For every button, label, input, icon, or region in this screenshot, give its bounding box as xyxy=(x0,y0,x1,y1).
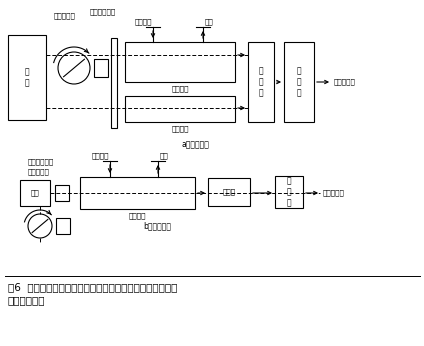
Text: b）単光束形: b）単光束形 xyxy=(143,221,171,230)
Text: 光源: 光源 xyxy=(31,190,39,196)
Text: 測光部: 測光部 xyxy=(223,189,236,195)
Text: 光
源: 光 源 xyxy=(25,68,29,87)
Bar xyxy=(8,35,46,120)
Bar xyxy=(111,38,117,128)
Bar xyxy=(55,185,69,201)
Bar xyxy=(94,59,108,77)
Text: 光学フィルタ: 光学フィルタ xyxy=(90,8,116,15)
Bar xyxy=(125,42,235,82)
Text: 試料セル: 試料セル xyxy=(171,85,189,92)
Text: 増
幅
器: 増 幅 器 xyxy=(297,66,301,98)
Text: 指示記録計: 指示記録計 xyxy=(323,190,345,196)
Text: a）複光束形: a）複光束形 xyxy=(181,140,209,149)
Text: 図6  非分散形赤外線吸収法による大気中二酸化硫黄計測器: 図6 非分散形赤外線吸収法による大気中二酸化硫黄計測器 xyxy=(8,282,177,292)
Bar xyxy=(248,42,274,122)
Text: 試料ガス: 試料ガス xyxy=(92,152,109,159)
Text: 試料ガス: 試料ガス xyxy=(134,18,152,25)
Text: 排出: 排出 xyxy=(205,18,214,25)
Text: 比較セル: 比較セル xyxy=(171,125,189,131)
Text: 回転セクタ: 回転セクタ xyxy=(28,168,50,175)
Bar xyxy=(56,218,70,234)
Text: 排出: 排出 xyxy=(160,152,169,159)
Text: の構成例: の構成例 xyxy=(8,295,45,305)
Bar xyxy=(208,178,250,206)
Bar xyxy=(20,180,50,206)
Bar xyxy=(275,176,303,208)
Bar xyxy=(125,96,235,122)
Bar xyxy=(284,42,314,122)
Bar xyxy=(80,177,195,209)
Text: 試料セル: 試料セル xyxy=(129,212,146,219)
Text: 指示記録計: 指示記録計 xyxy=(334,79,356,85)
Text: 測
光
部: 測 光 部 xyxy=(259,66,263,98)
Text: 光学フィルタ: 光学フィルタ xyxy=(28,158,54,165)
Text: 増
幅
器: 増 幅 器 xyxy=(287,176,291,208)
Text: 回転セクタ: 回転セクタ xyxy=(54,12,76,19)
